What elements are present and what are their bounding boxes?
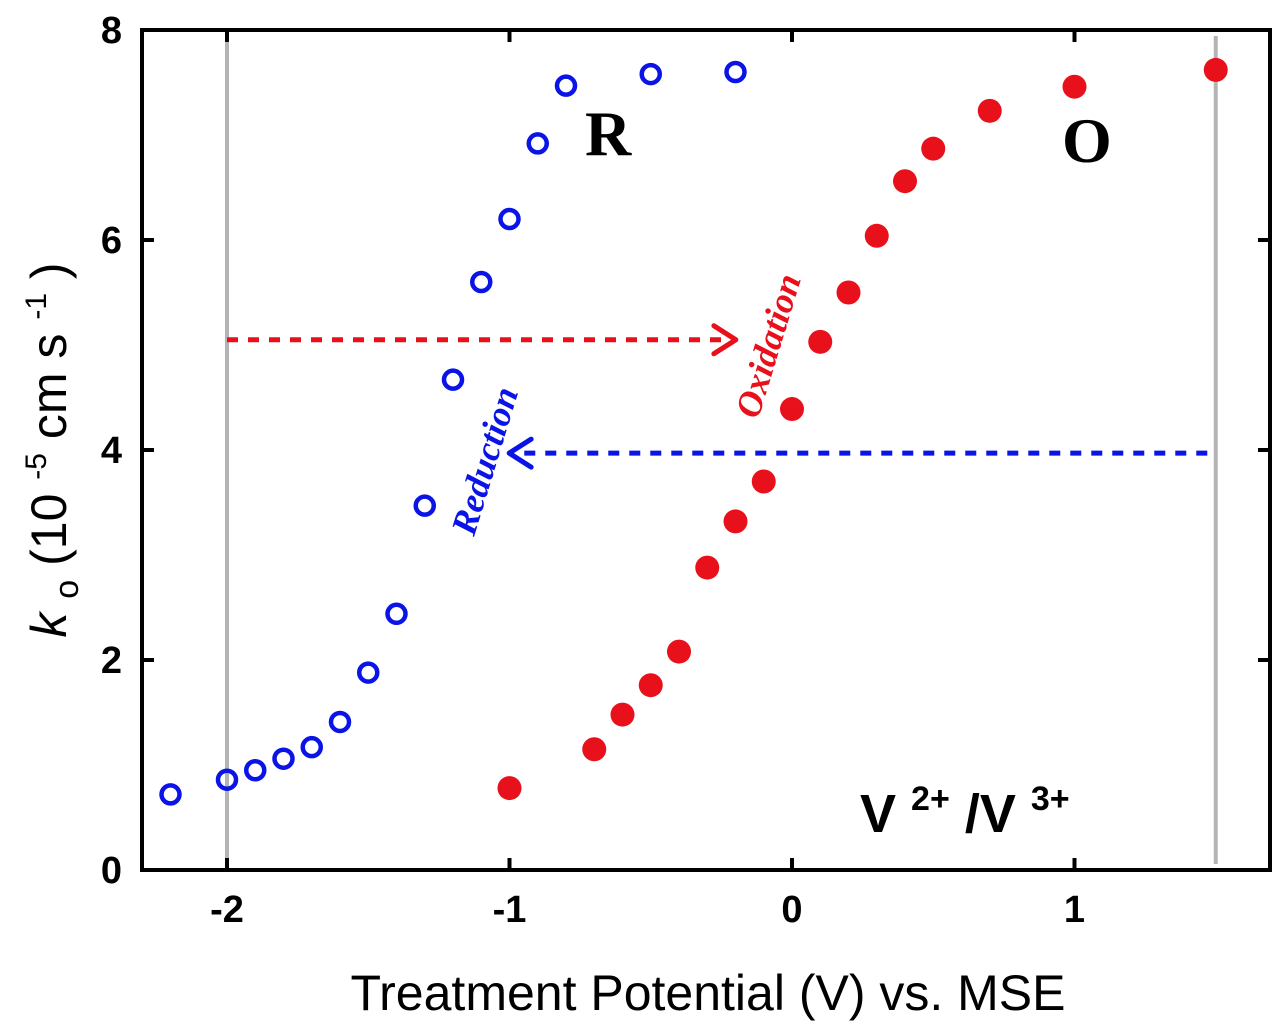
open-marker-point [159,783,182,806]
y-axis-open: (10 [21,494,77,566]
reduction-label: Reduction [443,382,526,540]
y-tick-label: 0 [101,850,122,892]
x-tick-labels: -2 -1 0 1 [210,889,1085,931]
y-tick-label: 6 [101,220,122,262]
y-axis-close: ) [21,262,77,279]
y-axis-symbol: k [21,610,77,638]
couple-charge-a: 2+ [911,780,950,818]
open-marker-point [554,74,578,97]
arrows [227,323,1208,470]
y-tick-label: 8 [101,10,122,52]
filled-marker-point [921,136,946,161]
open-marker-point [357,661,380,684]
couple-species-a: V [860,784,896,844]
filled-marker-point [497,776,522,801]
filled-marker-point [723,509,748,534]
filled-marker-point [893,169,917,194]
filled-marker-point [977,98,1002,123]
open-marker-point [328,710,352,734]
oxidation-arrow-head [711,323,739,357]
x-tick-label: -2 [210,889,244,931]
open-marker-point [413,494,436,517]
filled-marker-point [1062,74,1087,99]
filled-marker-point [808,329,833,354]
filled-marker-point [667,639,691,664]
open-marker-point [498,207,521,231]
filled-marker-point [582,737,607,762]
filled-marker-point [638,673,663,698]
filled-marker-point [864,223,889,248]
open-marker-point [385,602,408,626]
couple-charge-b: 3+ [1031,780,1070,818]
x-tick-label: 0 [781,889,802,931]
y-tick-label: 4 [101,430,122,472]
open-marker-point [300,735,323,759]
y-axis-units: cm s [21,334,77,440]
filled-marker-point [836,280,861,305]
open-marker-point [724,60,747,84]
open-marker-point [272,747,295,770]
region-label-o: O [1062,105,1112,176]
x-axis-title: Treatment Potential (V) vs. MSE [350,965,1065,1021]
y-axis-subscript: o [48,580,86,599]
filled-marker-point [751,469,776,494]
data-points [159,57,1228,806]
open-marker-point [441,368,465,391]
y-tick-label: 2 [101,640,122,682]
open-marker-point [526,132,549,155]
filled-marker-point [780,397,804,422]
reduction-arrow-head [506,436,534,470]
vertical-lines [225,36,1218,864]
filled-marker-point [610,702,635,727]
y-axis-exponent-1: -5 [20,453,53,480]
x-tick-label: -1 [493,889,527,931]
x-tick-label: 1 [1064,889,1085,931]
y-axis-title: k o (10 -5 cm s -1 ) [1,262,89,637]
plot-frame [140,28,1272,872]
filled-marker-point [1203,57,1228,82]
open-marker-point [470,270,493,294]
y-axis-exponent-2: -1 [20,293,53,320]
open-marker-point [215,768,239,791]
redox-couple-label: V 2+ /V 3+ [860,762,1070,844]
region-label-r: R [585,98,632,169]
open-marker-point [244,759,267,782]
couple-species-b: /V [965,784,1016,844]
y-tick-labels: 0 2 4 6 8 [101,10,122,892]
open-marker-point [639,62,662,86]
filled-marker-point [695,555,720,580]
